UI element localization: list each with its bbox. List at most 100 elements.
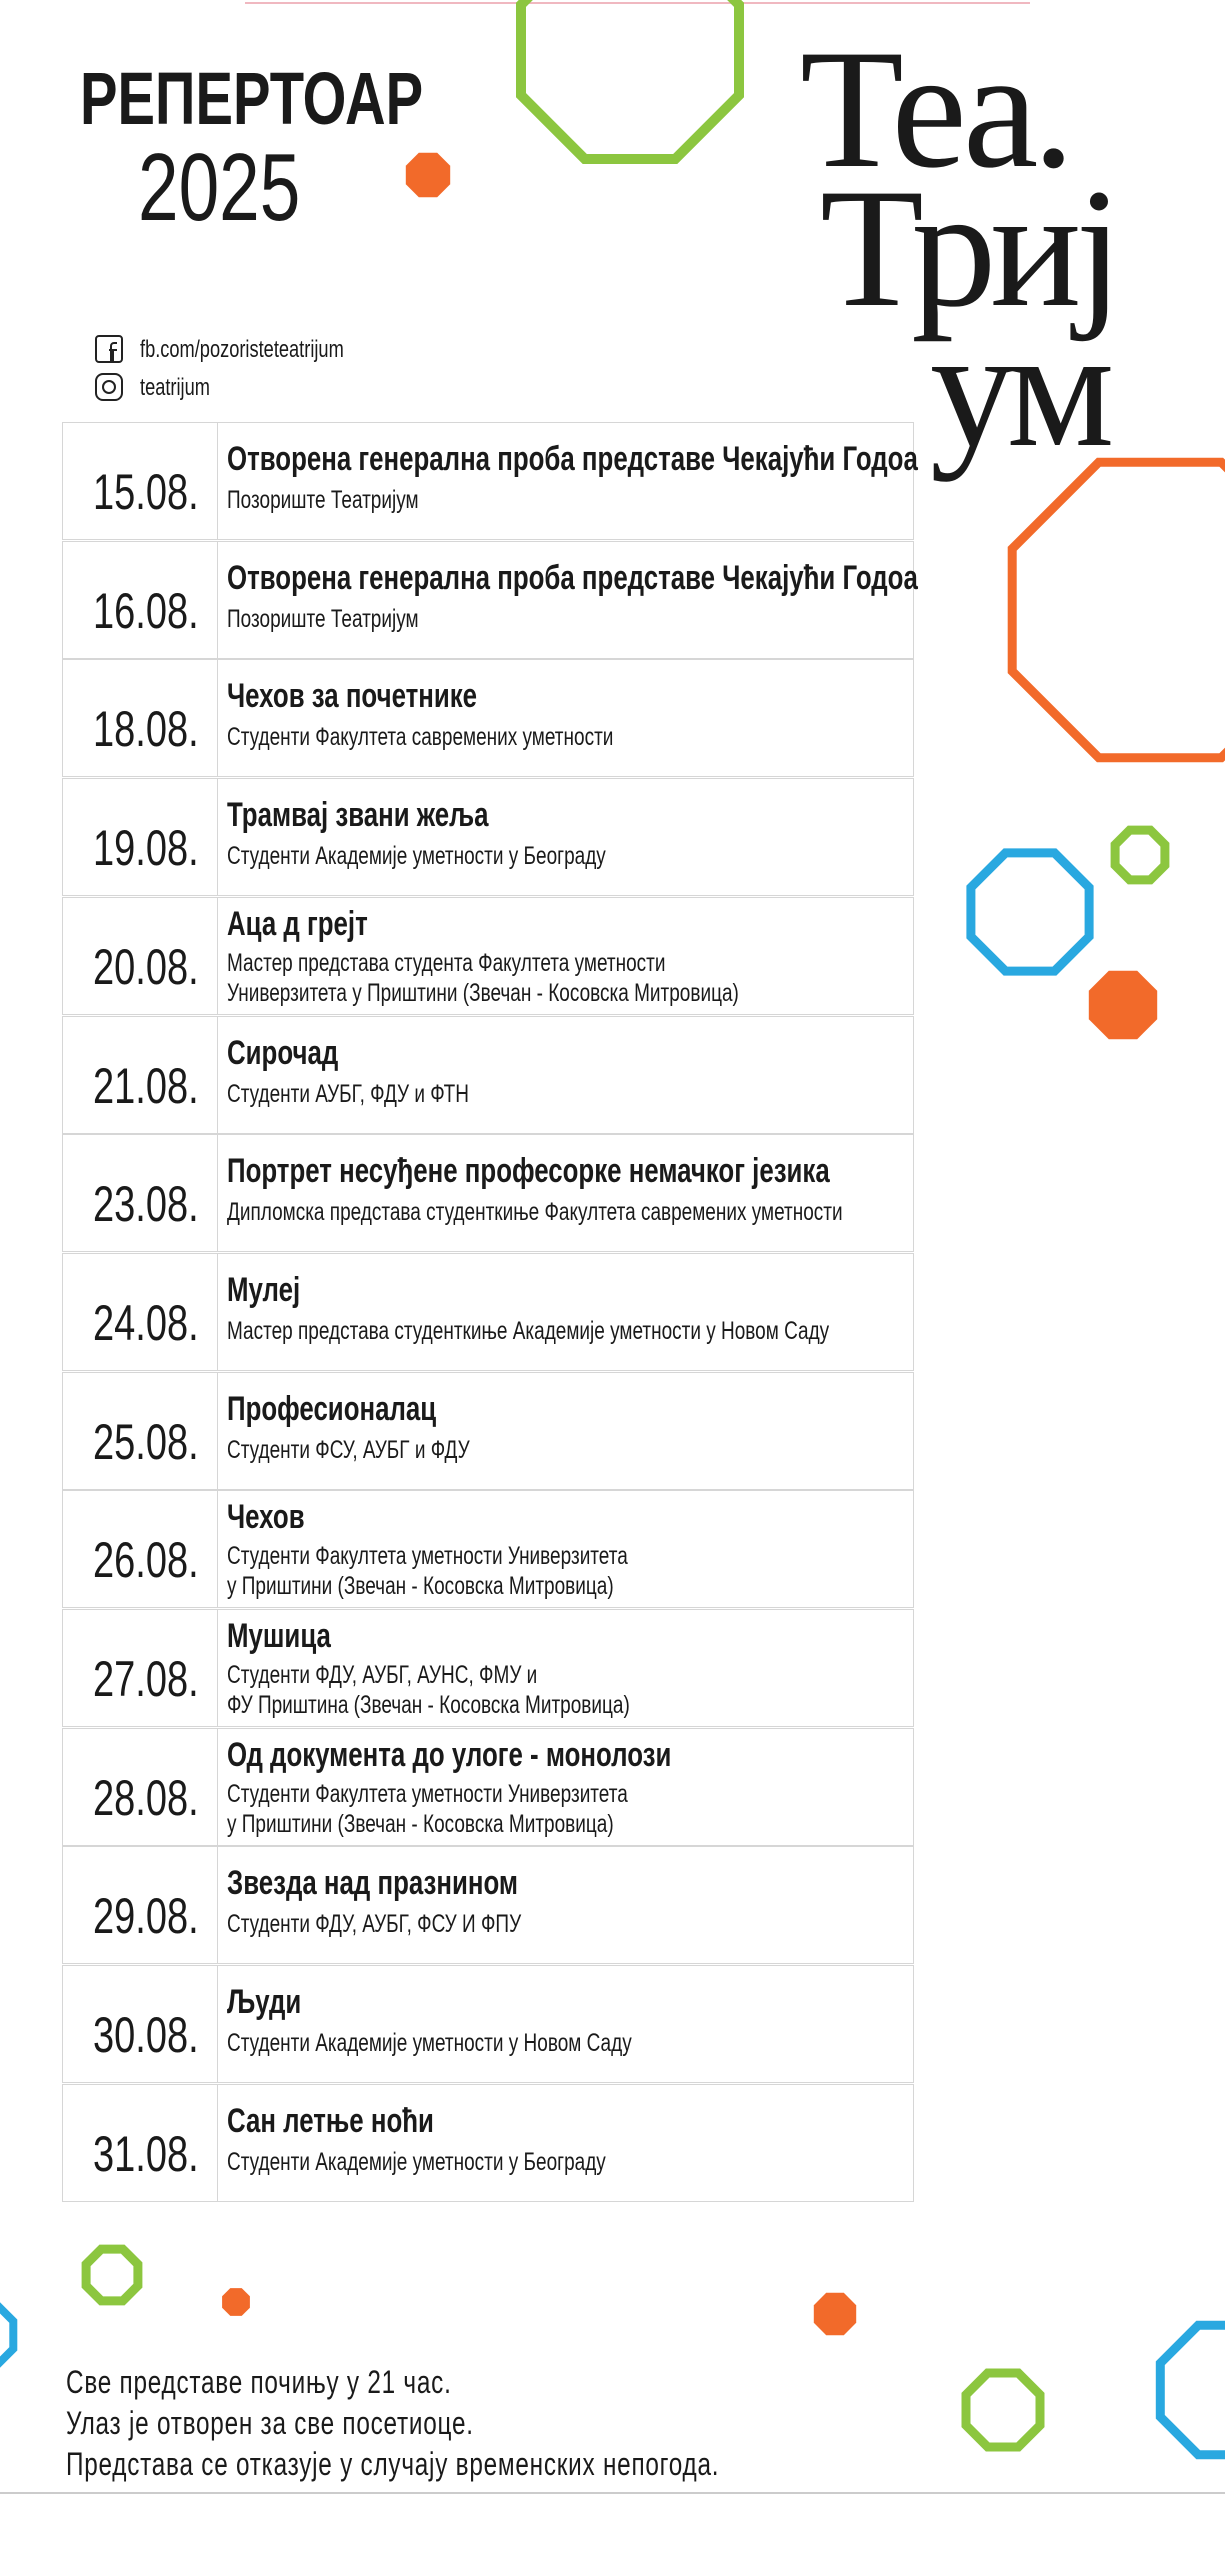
event-title-text: Сан летње ноћи (227, 2101, 434, 2140)
event-subtitle-text: Студенти ФДУ, АУБГ, ФСУ И ФПУ (227, 1910, 522, 1939)
table-row: 29.08. Звезда над празнином Студенти ФДУ, … (62, 1846, 914, 1965)
date-cell (63, 1253, 218, 1370)
octagon (1088, 970, 1158, 1040)
event-title: Отворена генерална проба представе Чекај… (227, 558, 1136, 599)
event-title: Сирочад (227, 1033, 373, 1074)
date-cell (63, 1610, 218, 1726)
date-text: 30.08. (93, 2007, 199, 2064)
event-subtitle-text: Студенти Академије уметности у Београду (227, 842, 606, 871)
date-text: 15.08. (93, 464, 199, 520)
event-subtitle-text: Студенти АУБГ, ФДУ и ФТН (227, 1079, 470, 1108)
footer-line: Улаз је отворен за све посетиоце. (66, 2403, 926, 2444)
event-title-text: Аца д грејт (227, 904, 368, 943)
date-text: 26.08. (93, 1532, 199, 1589)
event-title: Чехов за почетнике (227, 676, 556, 717)
event-subtitle: Студенти Академије уметности у Новом Сад… (227, 2028, 760, 2058)
table-row: 26.08. Чехов Студенти Факултета уметности … (62, 1490, 914, 1609)
event-title: Портрет несуђене професорке немачког јез… (227, 1151, 1020, 1192)
table-row: 31.08. Сан летње ноћи Студенти Академије у… (62, 2083, 914, 2202)
event-subtitle: Студенти ФДУ, АУБГ, ФСУ И ФПУ (227, 1909, 614, 1939)
logo: Теа. Триј ум (800, 24, 1123, 482)
date: 29.08. (93, 1891, 232, 1941)
date: 30.08. (93, 2010, 232, 2060)
date-cell (63, 1135, 218, 1252)
event-title-text: Мулеј (227, 1270, 301, 1309)
year: 2025 (138, 134, 301, 241)
octagon (813, 2292, 857, 2336)
table-row: 30.08. Људи Студенти Академије уметности у… (62, 1965, 914, 2084)
event-subtitle: Универзитета у Приштини (Звечан - Косовс… (227, 978, 901, 1008)
event-subtitle: Студенти Академије уметности у Београду (227, 2147, 725, 2177)
event-subtitle: Студенти ФДУ, АУБГ, АУНС, ФМУ и (227, 1660, 635, 1690)
date: 16.08. (93, 586, 232, 636)
table-row: 19.08. Трамвај звани жеља Студенти Академи… (62, 778, 914, 897)
table-row: 18.08. Чехов за почетнике Студенти Факулте… (62, 659, 914, 778)
event-title-text: Трамвај звани жеља (227, 796, 489, 835)
instagram-icon (95, 373, 123, 401)
octagon (1007, 457, 1225, 763)
event-title: Звезда над празнином (227, 1863, 610, 1904)
table-row: 28.08. Од документа до улоге - монолози Ст… (62, 1727, 914, 1846)
event-subtitle: у Приштини (Звечан - Косовска Митровица) (227, 1571, 736, 1601)
event-title: Трамвај звани жеља (227, 795, 571, 836)
event-title-text: Професионалац (227, 1389, 437, 1428)
event-subtitle: Студенти АУБГ, ФДУ и ФТН (227, 1079, 545, 1109)
event-subtitle-text: Студенти ФСУ, АУБГ и ФДУ (227, 1435, 470, 1464)
facebook-icon (95, 335, 123, 363)
event-subtitle: Мастер представа студента Факултета умет… (227, 948, 804, 978)
event-subtitle: Студенти Факултета савремених уметности (227, 722, 735, 752)
footer-line-text: Улаз је отворен за све посетиоце. (66, 2405, 474, 2441)
logo-line: Триј (820, 154, 1123, 343)
event-subtitle: Позориште Театријум (227, 604, 479, 634)
date-cell (63, 1016, 218, 1133)
event-subtitle: Студенти Академије уметности у Београду (227, 841, 725, 871)
octagon (1155, 2320, 1225, 2460)
date-text: 23.08. (93, 1176, 199, 1233)
event-subtitle: у Приштини (Звечан - Косовска Митровица) (227, 1809, 736, 1839)
event-subtitle: Студенти ФСУ, АУБГ и ФДУ (227, 1435, 546, 1465)
footer: Све представе почињу у 21 час. Улаз је от… (66, 2362, 926, 2485)
date-cell (63, 1491, 218, 1608)
date-cell (63, 1372, 218, 1489)
event-subtitle-text: Позориште Театријум (227, 486, 419, 514)
event-subtitle-text: Студенти ФДУ, АУБГ, АУНС, ФМУ и (227, 1661, 538, 1689)
event-title: Чехов (227, 1497, 329, 1538)
table-row: 25.08. Професионалац Студенти ФСУ, АУБГ и … (62, 1371, 914, 1490)
octagon (1110, 825, 1170, 885)
date: 19.08. (93, 823, 232, 873)
event-subtitle-text: Студенти Академије уметности у Новом Сад… (227, 2029, 632, 2058)
date: 27.08. (93, 1654, 232, 1704)
table-row: 20.08. Аца д грејт Мастер представа студен… (62, 896, 914, 1015)
date-text: 31.08. (93, 2125, 199, 2182)
logo-line: ум (930, 293, 1114, 482)
event-title: Отворена генерална проба представе Чекај… (227, 439, 1136, 480)
event-title: Мулеј (227, 1270, 323, 1311)
date-text: 29.08. (93, 1888, 199, 1945)
date-cell (63, 1728, 218, 1845)
event-title-text: Сирочад (227, 1033, 339, 1072)
date: 31.08. (93, 2129, 232, 2179)
event-title-text: Звезда над празнином (227, 1864, 519, 1903)
event-subtitle-text: Студенти Факултета уметности Универзитет… (227, 1779, 628, 1808)
title: РЕПЕРТОАР (80, 57, 424, 140)
event-subtitle-text: Студенти Факултета савремених уметности (227, 723, 614, 752)
event-subtitle: Студенти Факултета уметности Универзитет… (227, 1541, 754, 1571)
octagon (961, 2368, 1045, 2452)
event-title-text: Од документа до улоге - монолози (227, 1735, 672, 1774)
octagon (405, 152, 451, 198)
event-subtitle-text: Дипломска представа студенткиње Факултет… (227, 1198, 843, 1227)
event-title-text: Портрет несуђене професорке немачког јез… (227, 1152, 830, 1191)
date-text: 19.08. (93, 820, 199, 877)
date: 24.08. (93, 1298, 232, 1348)
instagram-link: teatrijum (140, 374, 210, 401)
event-title-text: Чехов (227, 1498, 305, 1537)
date-text: 21.08. (93, 1057, 199, 1114)
footer-line: Представа се отказује у случају временск… (66, 2444, 926, 2485)
date-text: 20.08. (93, 938, 199, 995)
event-title-text: Чехов за почетнике (227, 677, 478, 716)
table-row: 27.08. Мушица Студенти ФДУ, АУБГ, АУНС, ФМ… (62, 1609, 914, 1727)
date-cell (63, 779, 218, 896)
date-cell (63, 423, 218, 539)
octagon (966, 848, 1094, 976)
